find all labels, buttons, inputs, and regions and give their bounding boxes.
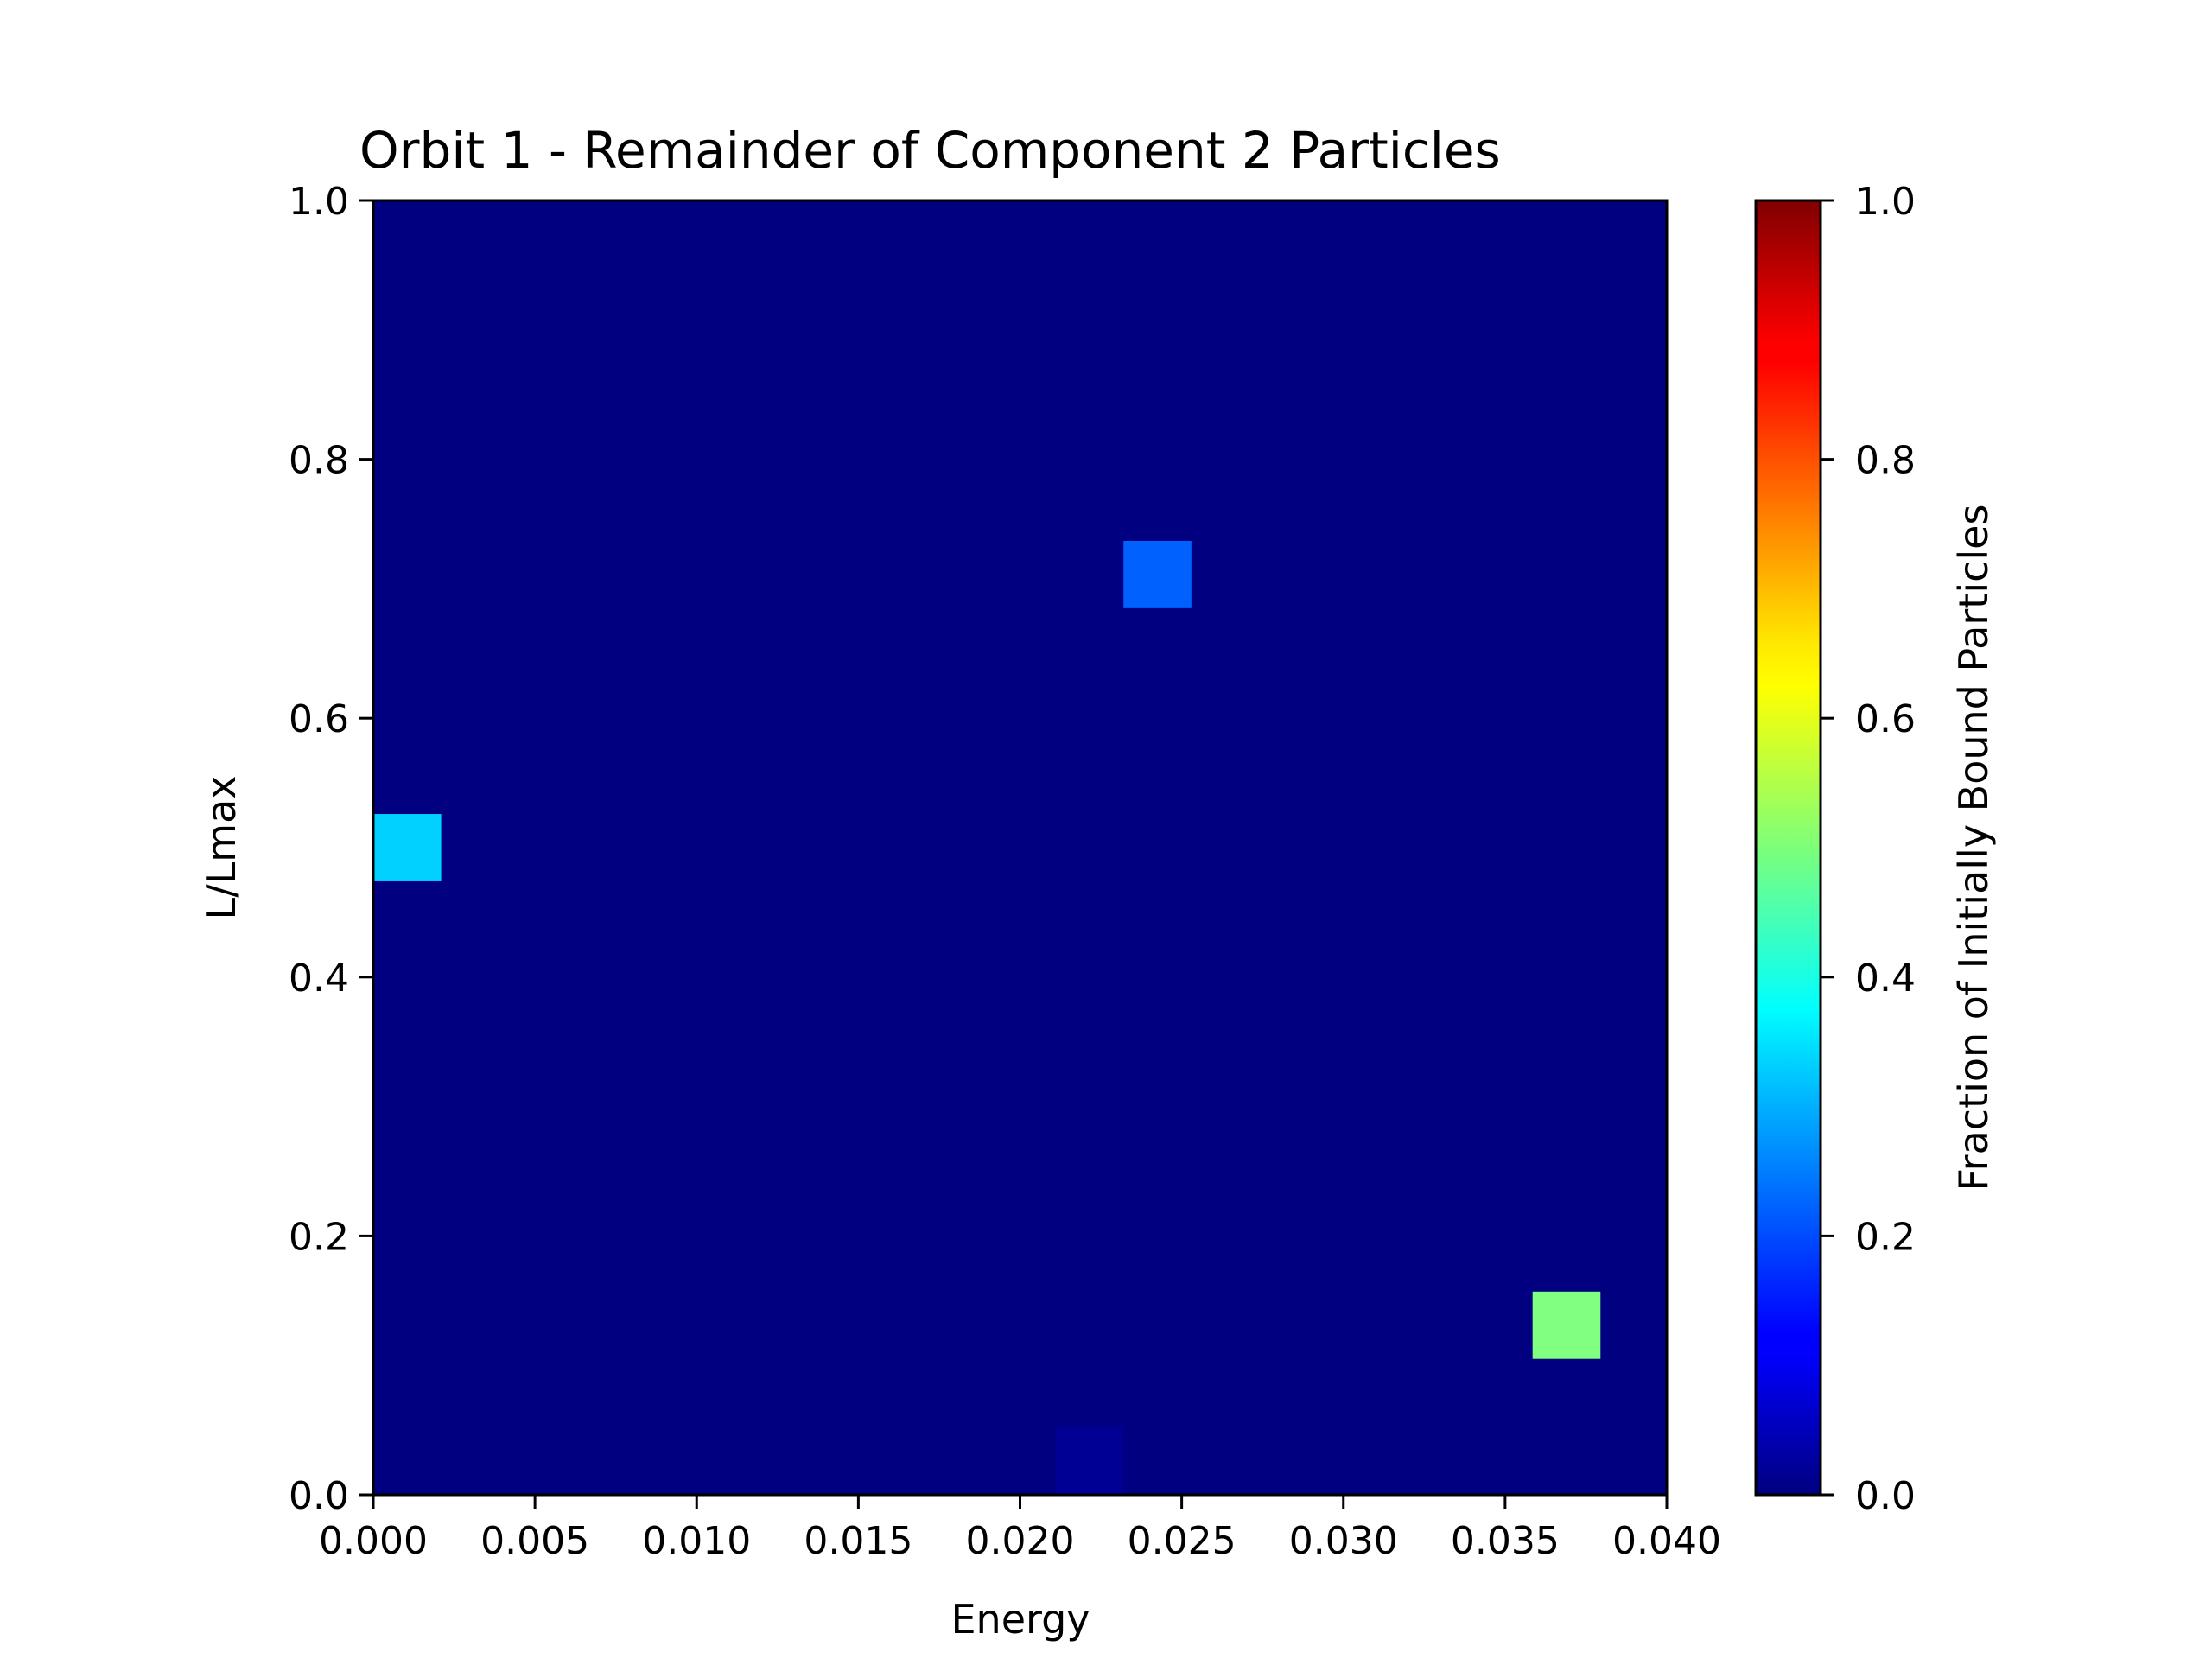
heatmap-cell	[1123, 540, 1192, 608]
y-tick-label: 0.4	[289, 957, 349, 1001]
x-tick-label: 0.020	[966, 1519, 1075, 1563]
heatmap-cell	[1055, 1427, 1124, 1495]
colorbar-tick-label: 0.8	[1855, 439, 1916, 483]
heatmap-cell	[373, 814, 442, 881]
colorbar-tick-label: 1.0	[1855, 180, 1916, 224]
y-tick-label: 1.0	[289, 180, 349, 224]
colorbar-tick-label: 0.6	[1855, 697, 1916, 741]
colorbar-frame	[1754, 199, 1822, 1497]
x-tick-label: 0.010	[642, 1519, 751, 1563]
y-tick-label: 0.8	[289, 439, 349, 483]
x-tick-label: 0.000	[319, 1519, 428, 1563]
x-tick-label: 0.035	[1451, 1519, 1560, 1563]
colorbar-tick-label: 0.2	[1855, 1215, 1916, 1259]
y-axis-label: L/Lmax	[198, 776, 245, 920]
plot-area	[372, 199, 1669, 1497]
y-tick-label: 0.2	[289, 1215, 349, 1259]
x-axis: 0.000 0.005 0.010 0.015 0.020 0.025 0.030 0.035…	[319, 1495, 1721, 1563]
colorbar-gradient	[1756, 200, 1821, 1495]
heatmap-background	[373, 200, 1667, 1495]
x-tick-label: 0.005	[480, 1519, 589, 1563]
colorbar-tick-label: 0.0	[1855, 1474, 1916, 1518]
chart-title: Orbit 1 - Remainder of Component 2 Parti…	[359, 121, 1501, 180]
y-tick-label: 0.6	[289, 697, 349, 741]
x-tick-label: 0.025	[1128, 1519, 1236, 1563]
x-tick-label: 0.040	[1612, 1519, 1721, 1563]
colorbar-tick-label: 0.4	[1855, 957, 1916, 1001]
colorbar-label: Fraction of Initially Bound Particles	[1950, 505, 1997, 1192]
x-tick-label: 0.030	[1289, 1519, 1398, 1563]
colorbar: 0.0 0.2 0.4 0.6 0.8 1.0 Fraction of Initially…	[1754, 180, 1997, 1518]
x-axis-label: Energy	[950, 1596, 1090, 1643]
y-tick-label: 0.0	[289, 1474, 349, 1518]
x-tick-label: 0.015	[804, 1519, 912, 1563]
heatmap-cell	[1532, 1291, 1601, 1359]
y-axis: 0.0 0.2 0.4 0.6 0.8 1.0	[289, 180, 373, 1518]
